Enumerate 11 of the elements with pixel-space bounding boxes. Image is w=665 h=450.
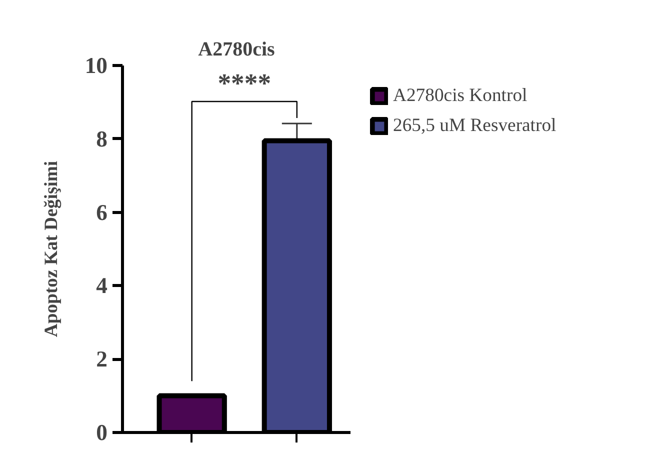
y-tick-label: 6 bbox=[96, 200, 108, 225]
y-tick-label: 4 bbox=[96, 273, 108, 298]
y-axis-title: Apoptoz Kat Değişimi bbox=[40, 160, 62, 338]
y-tick-label: 10 bbox=[84, 53, 108, 78]
y-tick-label: 8 bbox=[96, 126, 108, 152]
annotation: **** bbox=[218, 68, 272, 98]
legend-label: A2780cis Kontrol bbox=[393, 85, 528, 107]
legend-label: 265,5 uM Resveratrol bbox=[393, 115, 556, 137]
y-tick-label: 2 bbox=[96, 346, 108, 372]
chart-title: A2780cis bbox=[198, 38, 276, 60]
y-tick-label: 0 bbox=[96, 420, 108, 445]
